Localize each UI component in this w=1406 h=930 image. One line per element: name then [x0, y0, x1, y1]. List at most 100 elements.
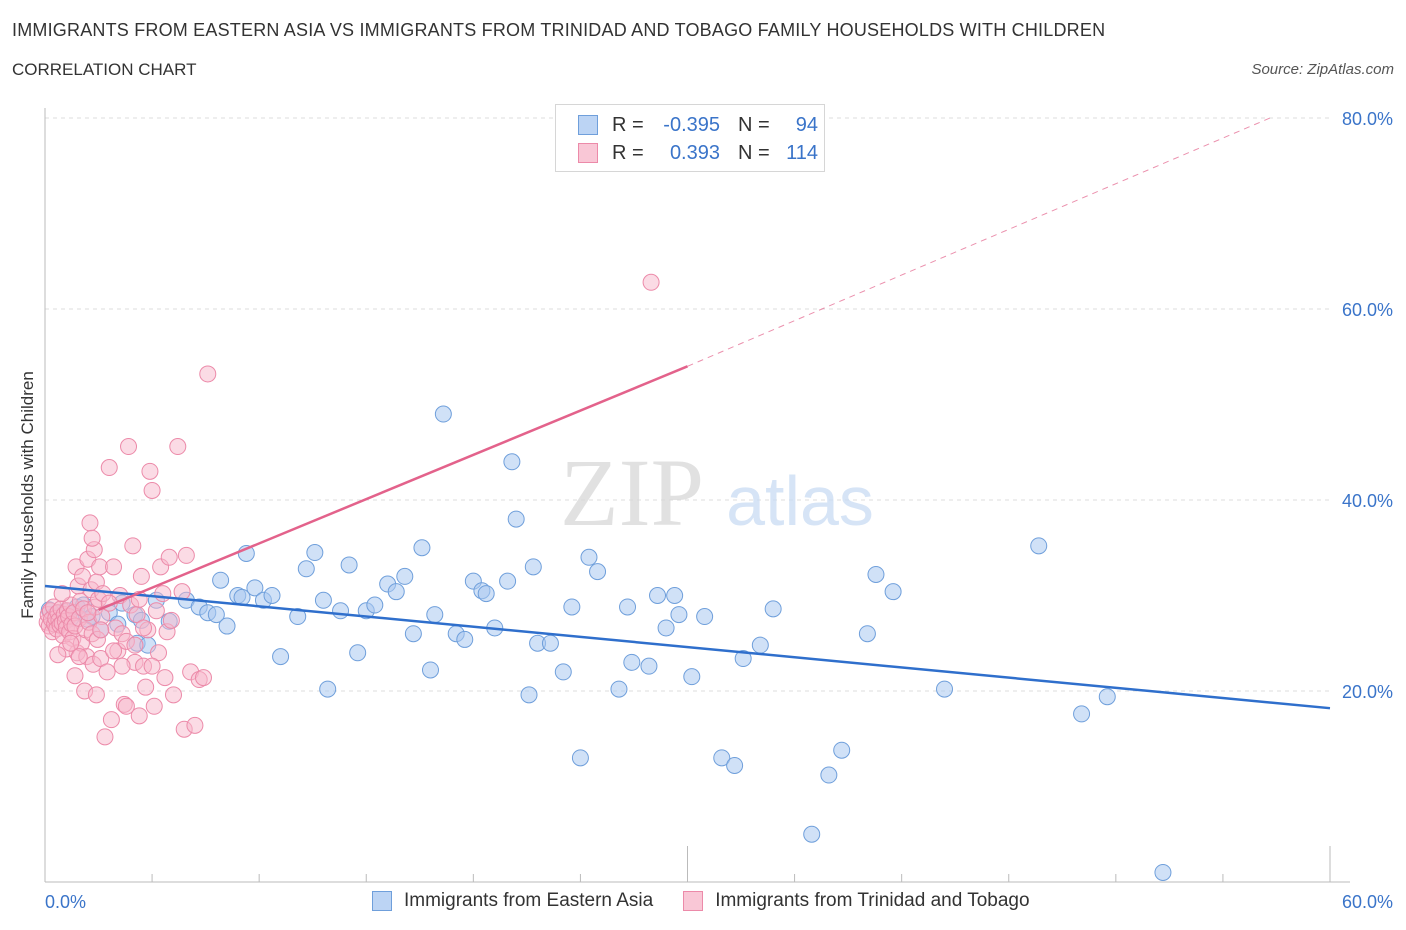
data-point-eastern-asia	[297, 560, 315, 578]
data-point-trinidad-tobago	[113, 657, 131, 675]
data-point-eastern-asia	[858, 625, 876, 643]
legend-n-value: 94	[795, 113, 818, 136]
data-point-eastern-asia	[820, 766, 838, 784]
legend-swatch-pink	[683, 891, 704, 911]
data-point-eastern-asia	[314, 591, 332, 609]
data-point-eastern-asia	[867, 565, 885, 583]
data-point-eastern-asia	[477, 585, 495, 603]
legend-r-value: -0.395	[663, 113, 720, 136]
data-point-eastern-asia	[218, 617, 236, 635]
legend-swatch-blue	[372, 891, 392, 911]
legend-n-label: N =	[738, 113, 770, 136]
data-point-eastern-asia	[1154, 863, 1172, 881]
data-point-eastern-asia	[246, 579, 264, 597]
data-point-eastern-asia	[1030, 537, 1048, 555]
data-point-eastern-asia	[456, 630, 474, 648]
data-point-eastern-asia	[404, 625, 422, 643]
data-point-eastern-asia	[734, 650, 752, 668]
data-point-eastern-asia	[520, 686, 538, 704]
stats-legend: R = -0.395 N = 94 R = 0.393 N = 114	[555, 104, 825, 172]
data-point-eastern-asia	[507, 510, 525, 528]
legend-row-eastern-asia: R = -0.395 N = 94	[578, 110, 818, 140]
watermark-zip: ZIP	[560, 439, 704, 546]
data-point-trinidad-tobago	[83, 529, 101, 547]
chart-subtitle: CORRELATION CHART	[12, 60, 197, 79]
data-point-trinidad-tobago	[49, 646, 67, 664]
data-point-eastern-asia	[349, 644, 367, 662]
y-tick-label: 20.0%	[1342, 682, 1393, 702]
data-point-trinidad-tobago	[141, 462, 159, 480]
data-point-eastern-asia	[803, 825, 821, 843]
data-point-eastern-asia	[413, 539, 431, 557]
y-axis-label: Family Households with Children	[18, 371, 37, 619]
tick-labels: 20.0% 40.0% 60.0% 80.0% 0.0% 60.0%	[45, 109, 1393, 912]
data-point-eastern-asia	[1073, 705, 1091, 723]
data-point-trinidad-tobago	[79, 604, 97, 622]
data-point-trinidad-tobago	[156, 669, 174, 687]
legend-r-value: 0.393	[669, 141, 720, 164]
data-point-eastern-asia	[610, 680, 628, 698]
legend-swatch-pink	[578, 143, 598, 163]
data-point-eastern-asia	[319, 680, 337, 698]
data-point-trinidad-tobago	[160, 548, 178, 566]
data-point-eastern-asia	[366, 596, 384, 614]
data-point-eastern-asia	[751, 636, 769, 654]
legend-label-trinidad-tobago: Immigrants from Trinidad and Tobago	[715, 890, 1030, 911]
data-point-eastern-asia	[272, 648, 290, 666]
data-point-trinidad-tobago	[98, 663, 116, 681]
data-point-trinidad-tobago	[154, 585, 172, 603]
data-point-trinidad-tobago	[120, 438, 138, 456]
legend-n-value: 114	[786, 141, 818, 164]
legend-item-eastern-asia: Immigrants from Eastern Asia	[372, 890, 653, 912]
legend-item-trinidad-tobago: Immigrants from Trinidad and Tobago	[683, 890, 1030, 912]
data-point-eastern-asia	[589, 563, 607, 581]
data-point-trinidad-tobago	[177, 546, 195, 564]
data-point-eastern-asia	[670, 606, 688, 624]
trend-lines	[44, 117, 1331, 710]
data-point-trinidad-tobago	[102, 711, 120, 729]
data-point-trinidad-tobago	[66, 667, 84, 685]
data-point-trinidad-tobago	[132, 567, 150, 585]
trend-line-eastern-asia	[44, 584, 1331, 710]
data-point-trinidad-tobago	[126, 636, 144, 654]
data-point-trinidad-tobago	[81, 514, 99, 532]
data-point-trinidad-tobago	[169, 438, 187, 456]
data-point-eastern-asia	[619, 598, 637, 616]
legend-swatch-blue	[578, 115, 598, 135]
data-point-trinidad-tobago	[135, 619, 153, 637]
data-point-eastern-asia	[306, 544, 324, 562]
data-point-trinidad-tobago	[130, 707, 148, 725]
data-point-eastern-asia	[657, 619, 675, 637]
source-label: Source: ZipAtlas.com	[1251, 61, 1394, 78]
data-point-eastern-asia	[207, 606, 225, 624]
series-eastern-asia-points	[40, 405, 1172, 881]
data-point-trinidad-tobago	[145, 697, 163, 715]
data-point-trinidad-tobago	[96, 728, 114, 746]
series-legend: Immigrants from Eastern Asia Immigrants …	[372, 890, 1060, 912]
watermark: ZIP atlas	[560, 439, 874, 546]
legend-label-eastern-asia: Immigrants from Eastern Asia	[404, 890, 654, 911]
data-point-trinidad-tobago	[143, 657, 161, 675]
data-point-eastern-asia	[524, 558, 542, 576]
data-point-eastern-asia	[541, 634, 559, 652]
data-point-eastern-asia	[640, 657, 658, 675]
axes	[44, 108, 1350, 883]
data-point-eastern-asia	[396, 567, 414, 585]
data-point-eastern-asia	[833, 741, 851, 759]
data-point-trinidad-tobago	[165, 686, 182, 704]
data-point-trinidad-tobago	[70, 648, 88, 666]
y-tick-label: 40.0%	[1342, 491, 1393, 511]
data-point-trinidad-tobago	[186, 716, 204, 734]
data-point-trinidad-tobago	[137, 678, 155, 696]
data-point-eastern-asia	[387, 583, 405, 601]
data-point-eastern-asia	[422, 661, 439, 679]
data-point-eastern-asia	[623, 653, 641, 671]
data-point-eastern-asia	[683, 668, 701, 686]
x-tick-label: 0.0%	[45, 892, 86, 912]
legend-r-label: R =	[612, 141, 644, 164]
data-point-trinidad-tobago	[62, 634, 80, 652]
data-point-eastern-asia	[563, 598, 581, 616]
trend-line-trinidad-tobago	[98, 365, 688, 611]
data-point-eastern-asia	[1098, 688, 1116, 706]
